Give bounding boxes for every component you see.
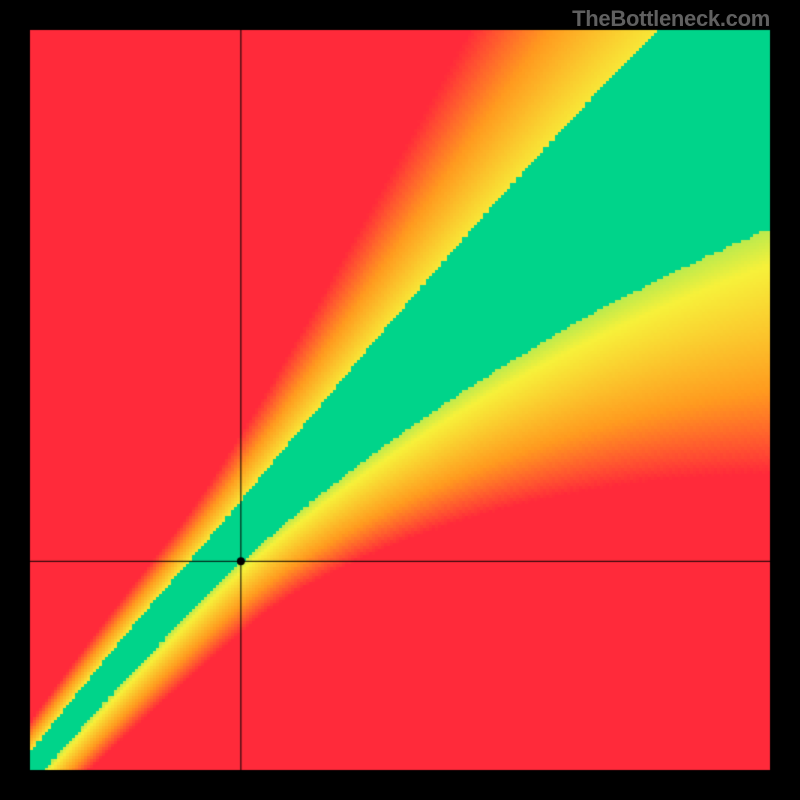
watermark-text: TheBottleneck.com xyxy=(572,6,770,32)
bottleneck-heatmap xyxy=(0,0,800,800)
chart-container: TheBottleneck.com xyxy=(0,0,800,800)
